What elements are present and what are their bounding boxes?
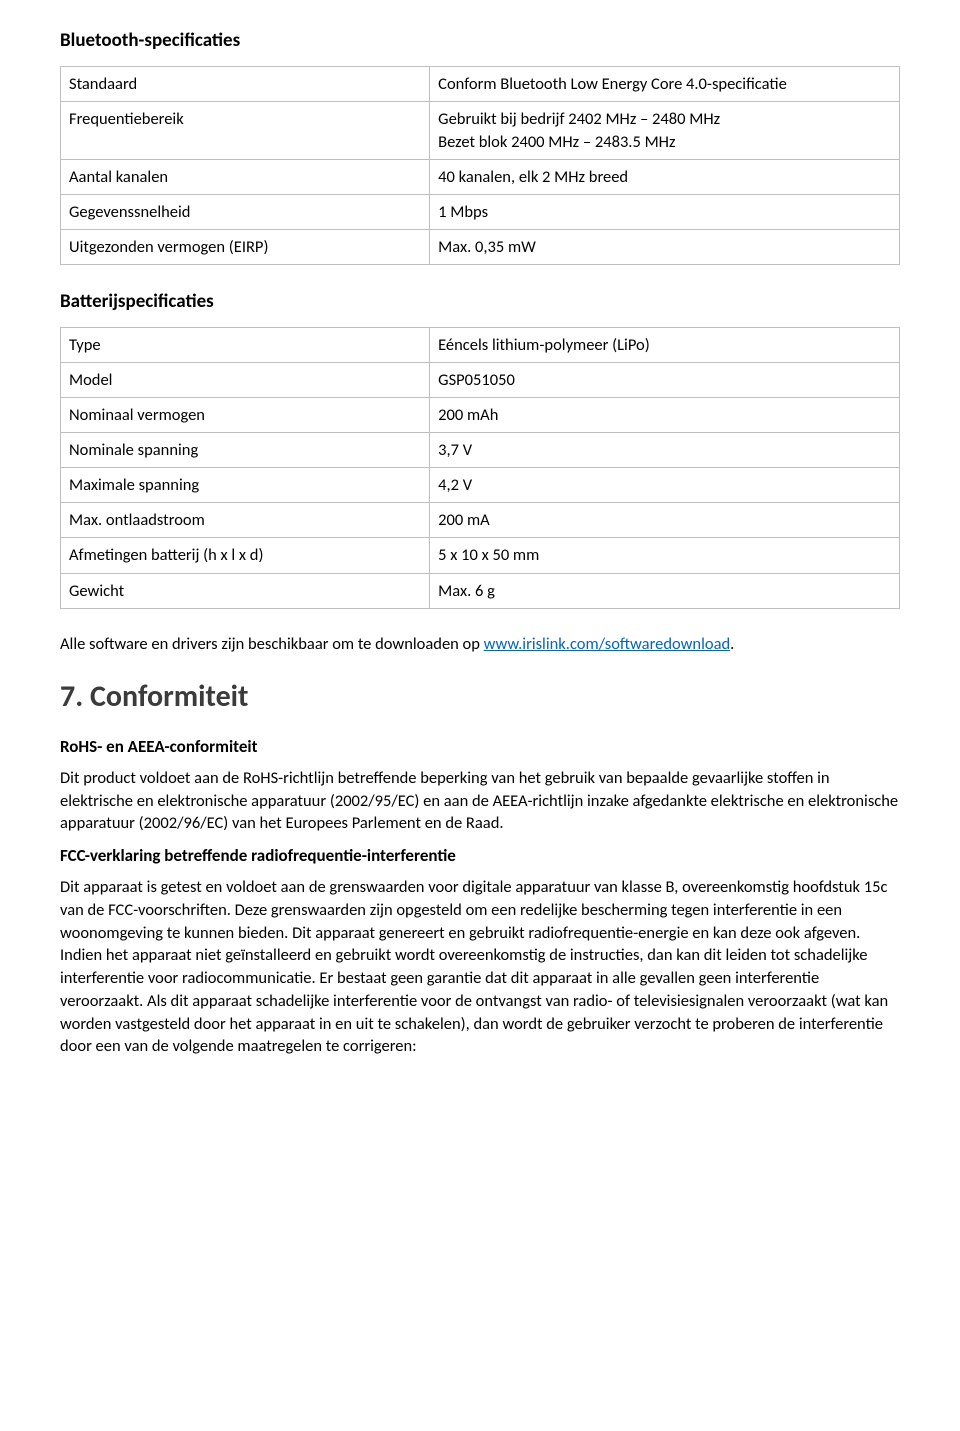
cell-label: Type [61,327,430,362]
battery-table: Type Eéncels lithium-polymeer (LiPo) Mod… [60,327,900,609]
cell-value: 4,2 V [430,468,900,503]
software-note-suffix: . [730,634,734,654]
table-row: Gewicht Max. 6 g [61,573,900,608]
cell-label: Nominale spanning [61,433,430,468]
software-note: Alle software en drivers zijn beschikbaa… [60,633,900,656]
software-note-prefix: Alle software en drivers zijn beschikbaa… [60,634,484,654]
cell-label: Afmetingen batterij (h x l x d) [61,538,430,573]
cell-value: Max. 6 g [430,573,900,608]
cell-value: Max. 0,35 mW [430,230,900,265]
software-download-link[interactable]: www.irislink.com/softwaredownload [484,634,731,654]
fcc-heading: FCC-verklaring betreffende radiofrequent… [60,845,900,868]
cell-value: Conform Bluetooth Low Energy Core 4.0-sp… [430,66,900,101]
table-row: Gegevenssnelheid 1 Mbps [61,195,900,230]
table-row: Uitgezonden vermogen (EIRP) Max. 0,35 mW [61,230,900,265]
rohs-body: Dit product voldoet aan de RoHS-richtlij… [60,767,900,835]
table-row: Model GSP051050 [61,362,900,397]
cell-value: GSP051050 [430,362,900,397]
table-row: Aantal kanalen 40 kanalen, elk 2 MHz bre… [61,159,900,194]
cell-label: Uitgezonden vermogen (EIRP) [61,230,430,265]
cell-label: Frequentiebereik [61,101,430,159]
cell-label: Gegevenssnelheid [61,195,430,230]
cell-label: Model [61,362,430,397]
cell-label: Nominaal vermogen [61,398,430,433]
cell-value: 200 mA [430,503,900,538]
cell-value: 5 x 10 x 50 mm [430,538,900,573]
table-row: Max. ontlaadstroom 200 mA [61,503,900,538]
cell-label: Standaard [61,66,430,101]
table-row: Standaard Conform Bluetooth Low Energy C… [61,66,900,101]
cell-value: 40 kanalen, elk 2 MHz breed [430,159,900,194]
fcc-body: Dit apparaat is getest en voldoet aan de… [60,876,900,1058]
conformity-heading: 7. Conformiteit [60,677,900,718]
cell-label: Max. ontlaadstroom [61,503,430,538]
cell-value: 200 mAh [430,398,900,433]
table-row: Maximale spanning 4,2 V [61,468,900,503]
bluetooth-heading: Bluetooth-specificaties [60,28,900,54]
battery-heading: Batterijspecificaties [60,289,900,315]
cell-value: 1 Mbps [430,195,900,230]
table-row: Nominaal vermogen 200 mAh [61,398,900,433]
bluetooth-table: Standaard Conform Bluetooth Low Energy C… [60,66,900,266]
table-row: Afmetingen batterij (h x l x d) 5 x 10 x… [61,538,900,573]
cell-value: Eéncels lithium-polymeer (LiPo) [430,327,900,362]
cell-label: Aantal kanalen [61,159,430,194]
table-row: Frequentiebereik Gebruikt bij bedrijf 24… [61,101,900,159]
cell-value: Gebruikt bij bedrijf 2402 MHz – 2480 MHz… [430,101,900,159]
cell-label: Maximale spanning [61,468,430,503]
table-row: Nominale spanning 3,7 V [61,433,900,468]
cell-value: 3,7 V [430,433,900,468]
rohs-heading: RoHS- en AEEA-conformiteit [60,736,900,759]
cell-label: Gewicht [61,573,430,608]
table-row: Type Eéncels lithium-polymeer (LiPo) [61,327,900,362]
